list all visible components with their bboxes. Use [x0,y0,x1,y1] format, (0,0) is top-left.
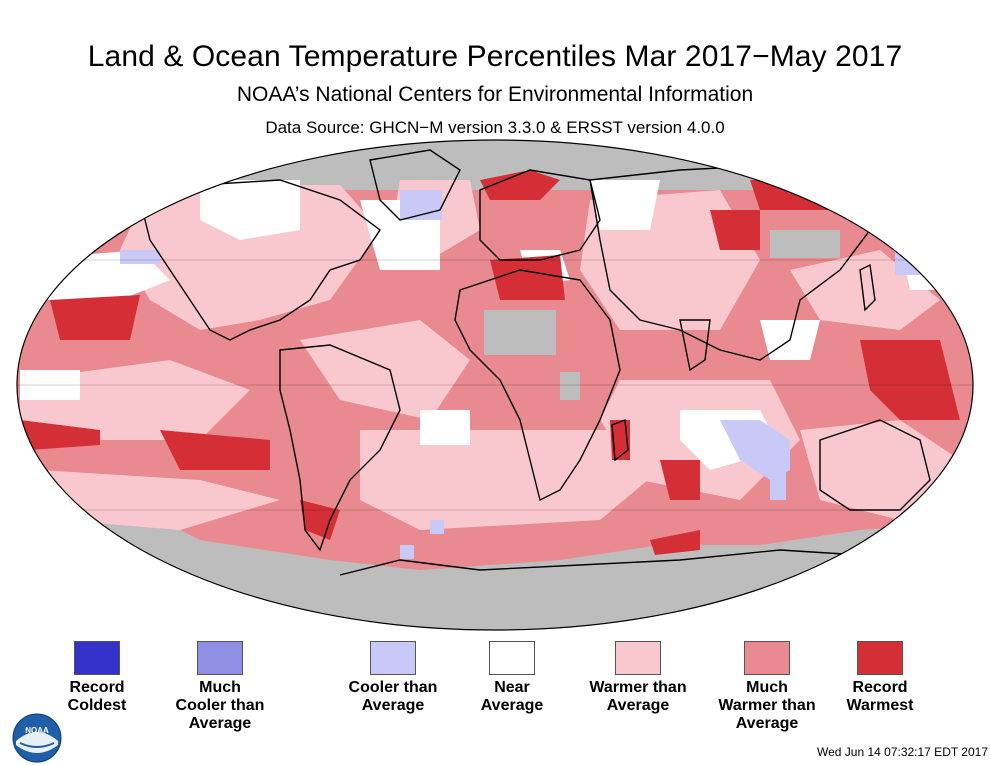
legend-label: Near Average [452,679,572,715]
swatch-record-warmest [857,641,903,675]
timestamp: Wed Jun 14 07:32:17 EDT 2017 [816,745,988,759]
drake-cooler-region [430,520,444,534]
east-africa-missing-region [560,372,580,400]
australia-warmer-region [800,420,960,520]
scandinavia-near-region [590,180,660,230]
siberia-record-region [750,180,870,210]
swatch-much-cooler [197,641,243,675]
arctic-europe-record-region [480,170,560,200]
legend-label-line: Average [361,697,425,714]
map-grid [17,259,973,511]
south-atlantic-warmer-region [360,430,660,530]
legend-label: Warmer than Average [578,679,698,715]
madagascar-record-region [660,460,700,500]
sahara-missing-region [484,310,556,355]
map-title: Land & Ocean Temperature Percentiles Mar… [87,40,903,73]
legend-label-line: Average [606,697,670,714]
pacific-near-region [20,370,80,400]
japan-outline [859,263,876,312]
map-subtitle: NOAA’s National Centers for Environmenta… [236,83,754,106]
west-pacific-record-region [860,340,960,420]
data-source-line: Data Source: GHCN−M version 3.3.0 & ERSS… [265,118,725,137]
central-asia-record-region [710,210,760,250]
legend-label-line: Coldest [67,697,127,714]
swatch-warmer [615,641,661,675]
gulf-of-alaska-cooler-region [120,250,160,264]
legend-item: Cooler than Average [333,641,453,715]
northeast-pacific-record-region [50,295,140,340]
tropical-pacific-record-region [20,420,100,450]
greenland-outline [369,149,461,221]
south-pacific-record-region [160,430,270,470]
legend-label-line: Cooler than [175,697,265,714]
legend-label-line: Near [494,679,530,696]
legend-label-line: Average [480,697,544,714]
legend-item: Much Warmer than Average [707,641,827,733]
legend-item: Warmer than Average [578,641,698,715]
noaa-logo-text: NOAA [25,726,49,735]
legend-label: Much Cooler than Average [160,679,280,733]
argentina-record-region [300,500,340,540]
legend-label-line: Record [852,679,908,696]
south-america-outline [279,344,401,552]
legend-label: Record Coldest [37,679,157,715]
europe-outline [479,169,601,261]
australia-cooler-region [770,470,786,500]
legend-item: Near Average [452,641,572,715]
africa-outline [454,269,621,502]
swatch-much-warmer [744,641,790,675]
legend-label-line: Average [188,715,252,732]
siberia-missing-region [770,230,840,258]
noaa-logo-icon: NOAA [12,713,62,763]
greenland-cooler-region [400,190,442,220]
world-percentile-map [16,139,974,631]
legend-item: Record Coldest [37,641,157,715]
legend-item: Record Warmest [820,641,940,715]
legend-item: Much Cooler than Average [160,641,280,733]
swatch-cooler [370,641,416,675]
atlantic-near-region [420,410,470,445]
madagascar-outline [611,419,629,462]
australia-outline [819,419,931,511]
south-pacific-warmer-region [40,470,280,530]
legend-label-line: Warmest [846,697,914,714]
legend-label: Cooler than Average [333,679,453,715]
legend-label-line: Cooler than [348,679,438,696]
weddell-cooler-region [400,545,414,559]
india-outline [679,319,711,372]
arctic-canada-near-region [200,180,300,240]
legend-label-line: Average [735,715,799,732]
southern-ocean-record-region [650,530,700,555]
legend-label-line: Warmer than [718,697,816,714]
legend-label-line: Much [199,679,241,696]
legend-label-line: Much [746,679,788,696]
north-america-outline [139,179,381,341]
legend-label-line: Warmer than [589,679,687,696]
madagascar-island-record-region [610,420,630,460]
legend-label-line: Record [69,679,125,696]
swatch-record-coldest [74,641,120,675]
globe-border [16,139,974,631]
south-indian-cooler-region [720,420,790,480]
legend-label: Record Warmest [820,679,940,715]
map-fill [17,140,973,630]
mediterranean-record-region [490,255,565,300]
tropical-atlantic-warmer-region [300,320,470,420]
swatch-near [489,641,535,675]
legend-label: Much Warmer than Average [707,679,827,733]
